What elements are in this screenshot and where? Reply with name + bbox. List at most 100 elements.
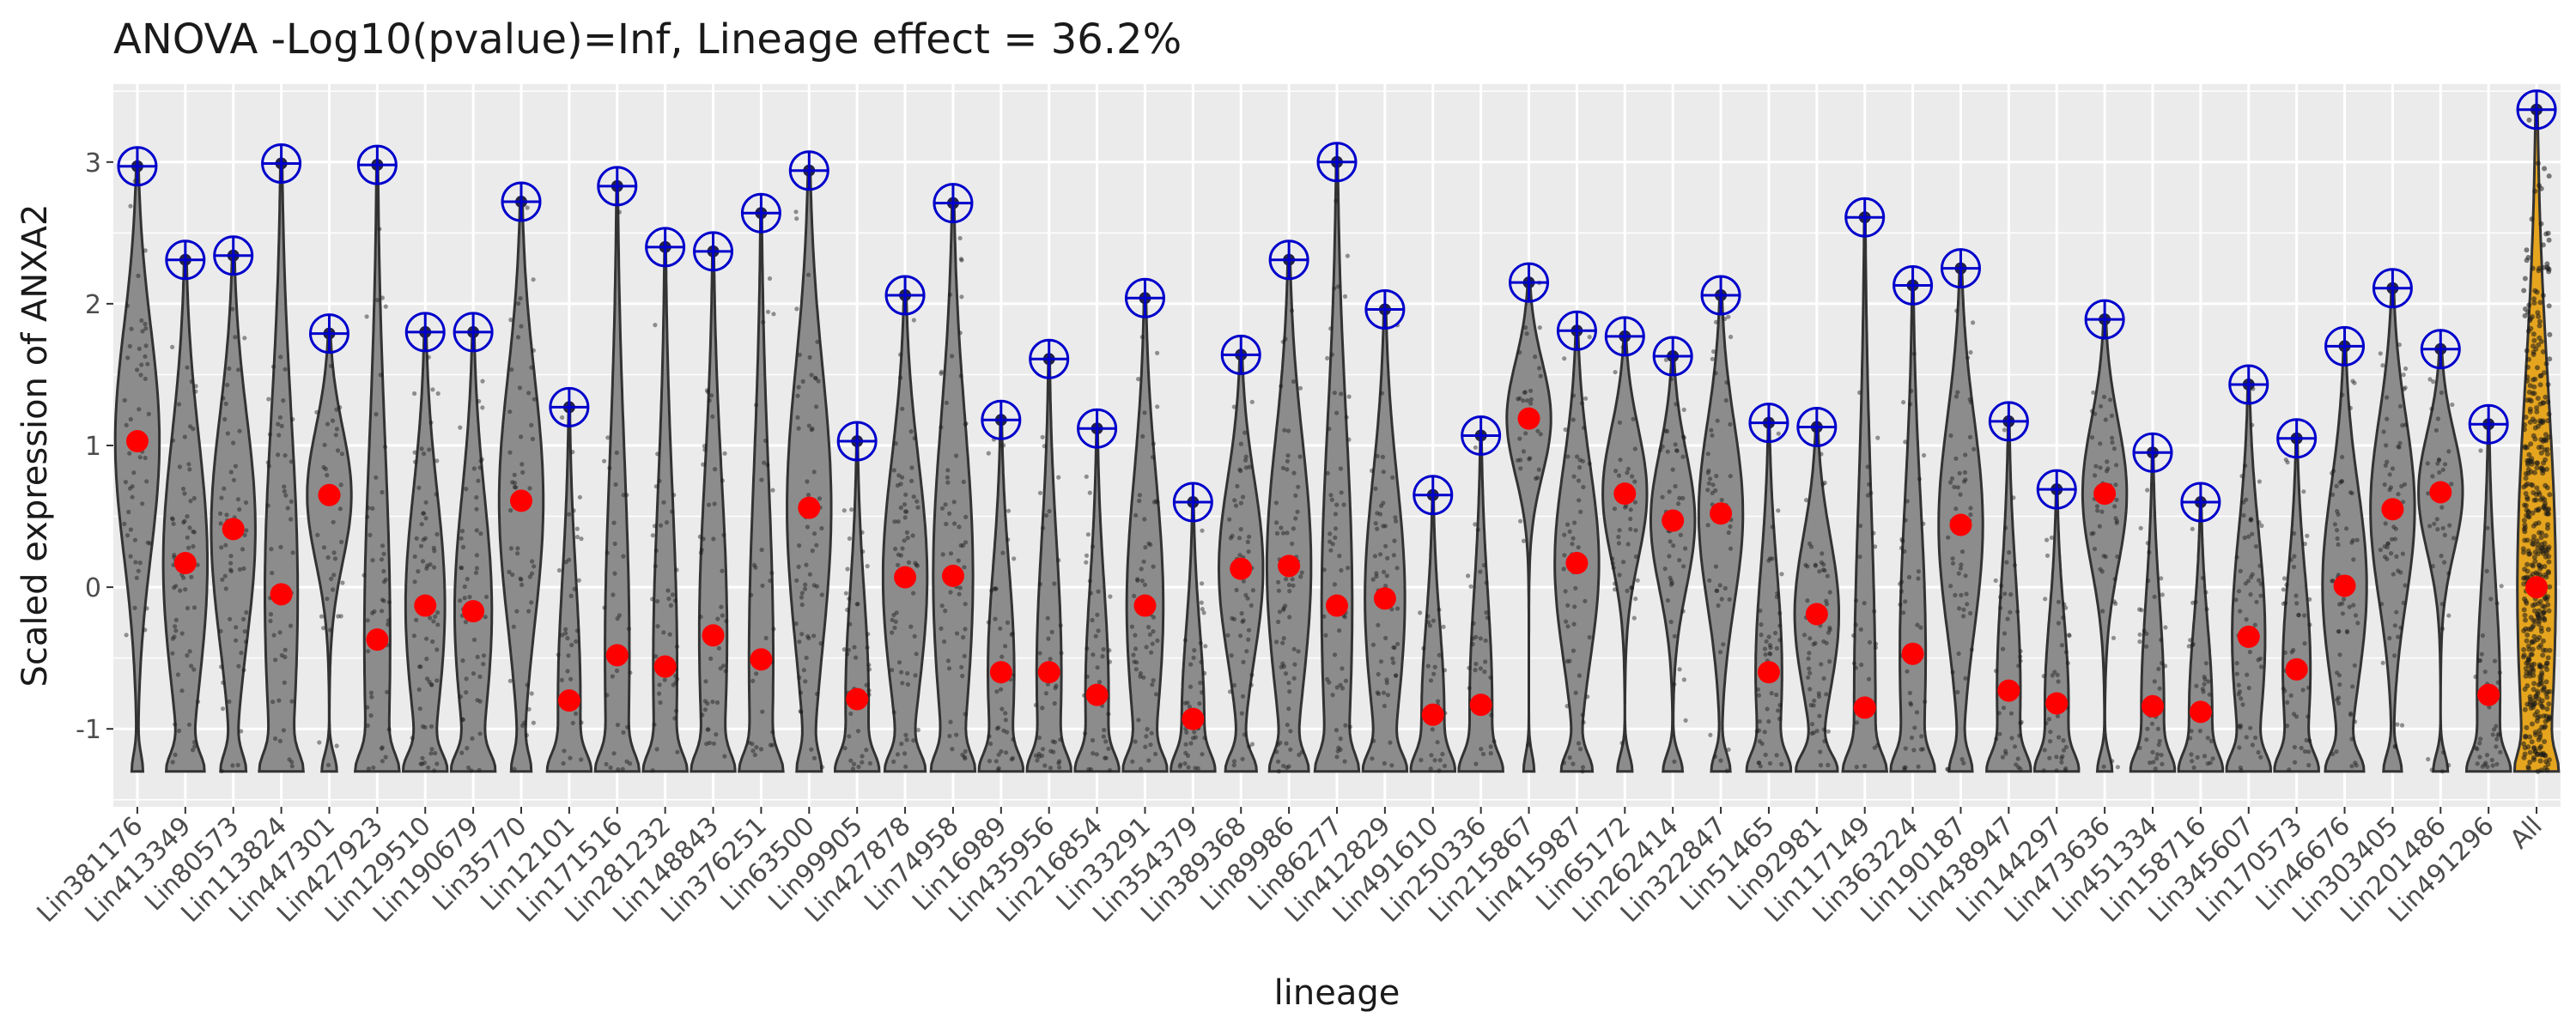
jitter-point [847,734,852,739]
jitter-point [2522,312,2528,318]
jitter-point [2248,592,2253,597]
jitter-point [182,518,187,524]
jitter-point [1854,598,1859,603]
jitter-point [2496,731,2501,736]
jitter-point [1728,546,1734,551]
jitter-point [2484,568,2489,574]
jitter-point [2538,185,2544,191]
jitter-point [664,520,670,525]
jitter-point [1969,647,1974,652]
jitter-point [1231,682,1237,688]
jitter-point [133,560,138,565]
jitter-point [123,480,128,485]
jitter-point [2111,446,2117,451]
jitter-point [2477,658,2483,663]
jitter-point [2258,593,2263,598]
jitter-point [2540,705,2546,711]
jitter-point [2535,365,2540,371]
jitter-point [325,554,331,560]
jitter-point [948,719,953,724]
jitter-point [767,276,773,282]
jitter-point [2194,683,2199,688]
jitter-point [559,677,565,682]
jitter-point [1813,562,1818,567]
jitter-point [2247,650,2252,655]
jitter-point [228,616,233,621]
jitter-point [1373,521,1378,526]
jitter-point [1711,349,1716,354]
jitter-point [512,766,517,772]
jitter-point [1375,511,1380,516]
jitter-point [480,379,485,384]
jitter-point [762,460,767,465]
jitter-point [470,736,475,742]
jitter-point [2525,364,2530,370]
jitter-point [1482,670,1487,675]
jitter-point [1090,617,1095,623]
jitter-point [994,689,999,694]
jitter-point [2193,599,2198,605]
jitter-point [811,755,817,760]
jitter-point [2048,730,2053,735]
jitter-point [1959,549,1965,554]
jitter-point [798,690,804,695]
jitter-point [1381,470,1386,475]
jitter-point [1613,370,1618,375]
jitter-point [1807,651,1812,656]
jitter-point [1998,605,2003,610]
jitter-point [1710,490,1715,496]
jitter-point [515,335,521,340]
jitter-point [1827,625,1832,630]
jitter-point [2394,609,2399,615]
jitter-point [2490,732,2495,737]
jitter-point [1805,564,1810,569]
jitter-point [173,617,179,623]
jitter-point [2536,520,2542,526]
jitter-point [820,765,825,770]
jitter-point [2385,545,2390,550]
jitter-point [1958,492,1963,497]
jitter-point [1911,351,1917,356]
jitter-point [805,524,811,530]
jitter-point [1577,457,1583,463]
jitter-point [135,367,140,373]
jitter-point [2112,577,2117,582]
jitter-point [1573,585,1578,591]
jitter-point [519,582,525,588]
jitter-point [1370,756,1375,761]
jitter-point [514,609,519,614]
jitter-point [2545,627,2551,633]
jitter-point [2522,276,2528,282]
jitter-point [2003,751,2008,756]
jitter-point [2540,688,2546,694]
jitter-point [771,312,776,317]
jitter-point [1374,571,1379,576]
jitter-point [806,635,811,641]
jitter-point [464,676,469,682]
jitter-point [2041,768,2046,773]
mean-point [798,496,821,519]
jitter-point [705,390,710,395]
jitter-point [2528,325,2534,331]
jitter-point [1915,622,1920,627]
jitter-point [1276,579,1281,585]
jitter-point [1377,512,1383,517]
jitter-point [892,519,897,524]
jitter-point [2535,611,2540,617]
jitter-point [1728,524,1733,530]
jitter-point [2113,482,2118,488]
jitter-point [507,678,513,683]
jitter-point [1625,542,1631,547]
jitter-point [574,628,580,633]
jitter-point [1103,755,1109,760]
jitter-point [143,627,148,633]
jitter-point [904,530,909,536]
jitter-point [1288,729,1293,734]
jitter-point [473,570,479,575]
jitter-point [481,662,486,667]
jitter-point [277,415,283,420]
jitter-point [1338,747,1343,753]
jitter-point [771,627,776,632]
jitter-point [1580,458,1585,464]
